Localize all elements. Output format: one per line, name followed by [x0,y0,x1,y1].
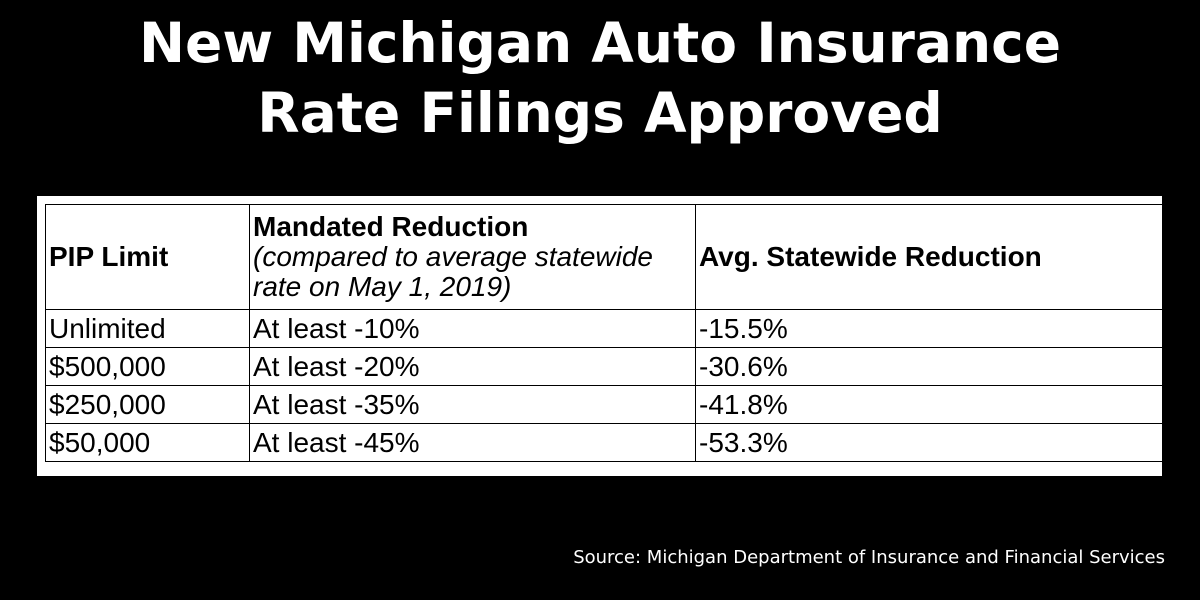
page-title: New Michigan Auto Insurance Rate Filings… [0,8,1200,148]
header-mandated-note: (compared to average statewide rate on M… [253,241,653,302]
header-pip-limit: PIP Limit [45,204,250,310]
cell-mandated-reduction: At least -45% [249,423,696,462]
cell-avg-reduction: -41.8% [695,385,1163,424]
table-header-row: PIP Limit Mandated Reduction (compared t… [45,204,1163,310]
title-line-2: Rate Filings Approved [257,81,943,145]
cell-avg-reduction: -30.6% [695,347,1163,386]
table-row: $50,000 At least -45% -53.3% [45,423,1163,462]
header-avg-reduction: Avg. Statewide Reduction [695,204,1163,310]
cell-pip-limit: $50,000 [45,423,250,462]
cell-avg-reduction: -53.3% [695,423,1163,462]
cell-pip-limit: $500,000 [45,347,250,386]
table-row: $500,000 At least -20% -30.6% [45,347,1163,386]
cell-mandated-reduction: At least -10% [249,309,696,348]
cell-avg-reduction: -15.5% [695,309,1163,348]
source-citation: Source: Michigan Department of Insurance… [573,547,1165,568]
header-mandated-title: Mandated Reduction [253,211,529,242]
reduction-table-card: PIP Limit Mandated Reduction (compared t… [37,196,1163,476]
cell-mandated-reduction: At least -20% [249,347,696,386]
cell-pip-limit: Unlimited [45,309,250,348]
title-line-1: New Michigan Auto Insurance [138,11,1062,75]
cell-mandated-reduction: At least -35% [249,385,696,424]
header-mandated-reduction: Mandated Reduction (compared to average … [249,204,696,310]
table-row: Unlimited At least -10% -15.5% [45,309,1163,348]
table-row: $250,000 At least -35% -41.8% [45,385,1163,424]
reduction-table: PIP Limit Mandated Reduction (compared t… [45,204,1163,462]
cell-pip-limit: $250,000 [45,385,250,424]
